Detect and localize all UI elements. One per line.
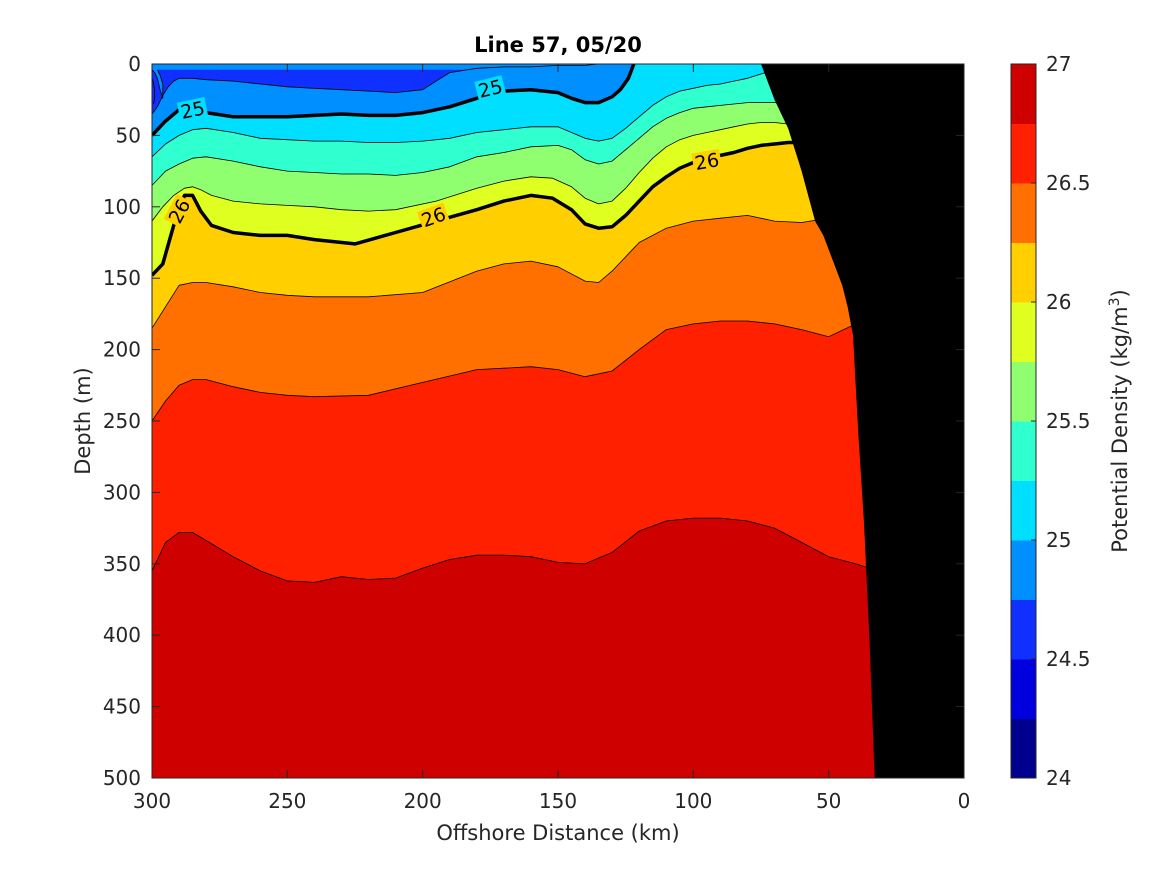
- bold-isopycnal-line: [152, 64, 636, 137]
- isopycnal-line: [152, 517, 878, 583]
- x-tick-label: 250: [268, 789, 306, 813]
- contour-label: 26: [416, 202, 451, 232]
- isopycnal-line: [152, 64, 802, 158]
- colorbar-segment: [1011, 123, 1036, 184]
- colorbar-tick-label: 24.5: [1046, 647, 1091, 671]
- seafloor-bathymetry: [761, 64, 964, 778]
- colorbar-tick-label: 25.5: [1046, 409, 1091, 433]
- y-tick-label: 100: [103, 195, 141, 219]
- bold-isopycnal-line: [152, 64, 890, 277]
- y-axis-ticks: 0 50 100 150 200 250 300 350 400 450 500: [103, 52, 964, 790]
- x-tick-label: 0: [958, 789, 971, 813]
- colorbar-segments: [1011, 64, 1036, 779]
- isopycnal-line: [152, 69, 164, 99]
- chart-title: Line 57, 05/20: [474, 33, 642, 57]
- colorbar-segment: [1011, 540, 1036, 600]
- colorbar-segment: [1011, 480, 1036, 541]
- colorbar-segment: [1011, 302, 1036, 362]
- y-tick-label: 500: [103, 766, 141, 790]
- colorbar-segment: [1011, 361, 1036, 422]
- y-tick-label: 50: [116, 123, 141, 147]
- colorbar-segment: [1011, 599, 1036, 660]
- contour-label: 25: [176, 97, 209, 124]
- contour-label-background: [416, 202, 451, 231]
- y-tick-label: 200: [103, 338, 141, 362]
- contour-label: 26: [691, 148, 723, 175]
- colorbar-label-main: Potential Density (kg/m: [1108, 306, 1132, 552]
- x-tick-label: 300: [133, 789, 171, 813]
- colorbar-segment: [1011, 242, 1036, 303]
- colorbar-label: Potential Density (kg/m3): [1107, 289, 1132, 553]
- y-tick-label: 250: [103, 409, 141, 433]
- colorbar-tick-label: 24: [1046, 766, 1071, 790]
- density-fills: [152, 64, 964, 778]
- contour-label-background: [691, 148, 723, 174]
- x-tick-label: 150: [539, 789, 577, 813]
- colorbar-ticks: 24 24.5 25 25.5 26 26.5 27: [1031, 52, 1091, 790]
- y-tick-label: 400: [103, 623, 141, 647]
- y-axis-label: Depth (m): [71, 367, 95, 474]
- colorbar-tick-label: 26.5: [1046, 171, 1091, 195]
- colorbar-segment: [1011, 64, 1036, 124]
- x-axis-ticks: 300 250 200 150 100 50 0: [133, 64, 970, 813]
- y-tick-label: 0: [128, 52, 141, 76]
- x-tick-label: 200: [404, 789, 442, 813]
- colorbar-segment: [1011, 183, 1036, 243]
- contour-label-text: 26: [693, 149, 721, 175]
- colorbar-label-superscript: 3: [1107, 297, 1123, 306]
- density-band-fill: [152, 518, 964, 778]
- y-tick-label: 350: [103, 552, 141, 576]
- isopycnal-line: [152, 277, 905, 422]
- plot-area: [152, 64, 964, 778]
- y-tick-label: 450: [103, 695, 141, 719]
- x-tick-label: 100: [674, 789, 712, 813]
- y-tick-label: 150: [103, 266, 141, 290]
- y-tick-label: 300: [103, 480, 141, 504]
- contour-label-background: [163, 194, 195, 229]
- isopycnal-line: [152, 64, 613, 115]
- x-axis-label: Offshore Distance (km): [436, 821, 679, 845]
- colorbar-tick-label: 25: [1046, 528, 1071, 552]
- colorbar-tick-label: 27: [1046, 52, 1071, 76]
- colorbar-label-close: ): [1108, 289, 1132, 297]
- contour-label-background: [474, 75, 507, 102]
- colorbar-segment: [1011, 718, 1036, 779]
- colorbar-segment: [1011, 659, 1036, 719]
- isopycnal-line: [152, 78, 156, 105]
- colorbar-tick-label: 26: [1046, 290, 1071, 314]
- x-tick-label: 50: [816, 789, 841, 813]
- contour-label-text: 25: [179, 97, 207, 124]
- contour-label-background: [176, 97, 209, 123]
- colorbar: 24 24.5 25 25.5 26 26.5 27 Potential Density (…: [1010, 52, 1132, 790]
- isopycnal-line: [152, 64, 870, 222]
- colorbar-segment: [1011, 421, 1036, 481]
